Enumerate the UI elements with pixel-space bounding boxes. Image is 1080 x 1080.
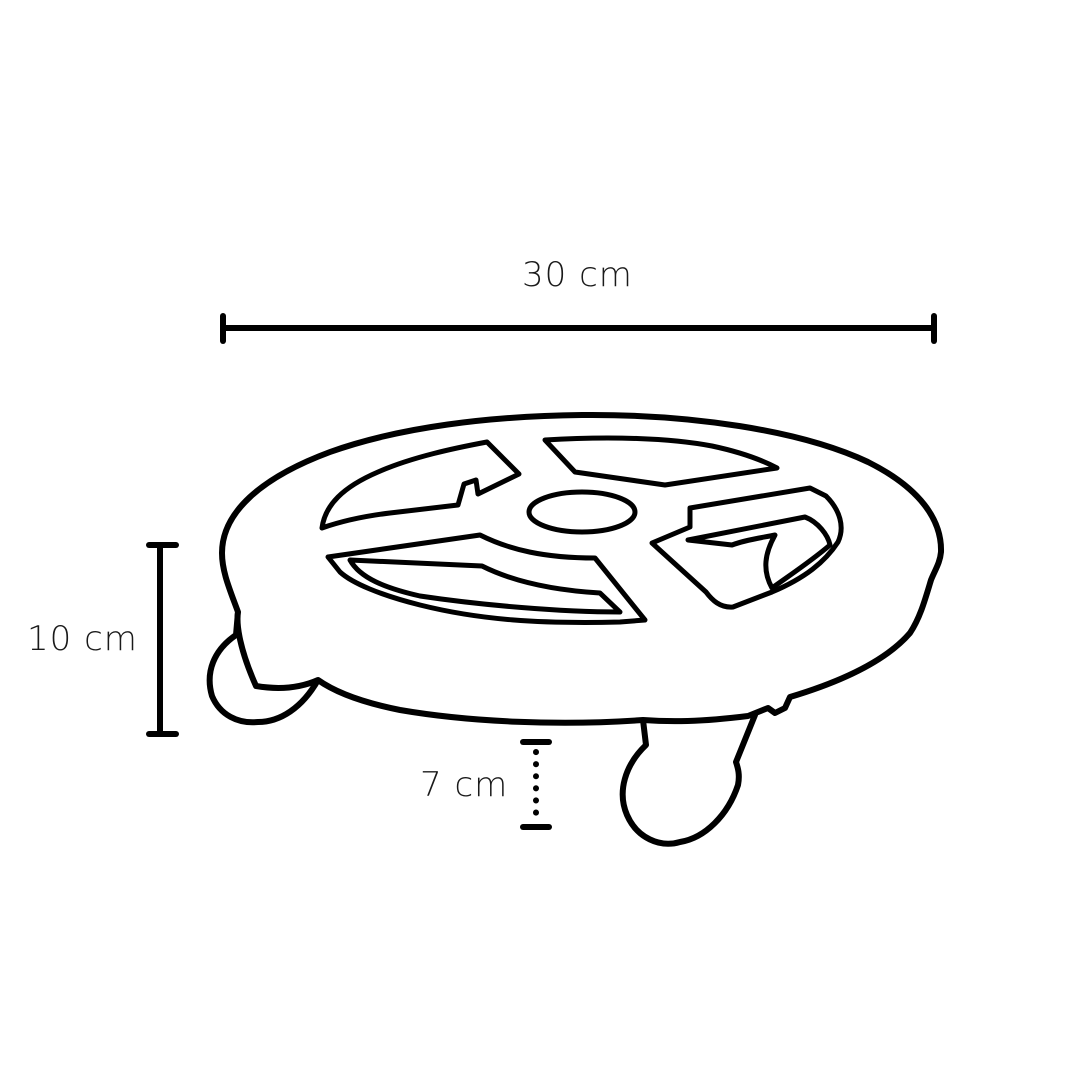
width-dimension-line	[220, 313, 937, 344]
slot-upper-right	[542, 435, 780, 488]
foot-height-dimension-line	[520, 739, 552, 830]
height-dimension-line	[146, 542, 179, 737]
slot-upper-left	[319, 439, 522, 531]
slot-right-inner	[685, 514, 833, 591]
height-label: 10 cm	[27, 619, 138, 659]
foot-height-label: 7 cm	[420, 765, 509, 805]
center-hole	[526, 489, 638, 535]
width-label: 30 cm	[522, 255, 633, 295]
slot-lower-inner	[347, 557, 623, 615]
front-foot	[619, 712, 758, 847]
